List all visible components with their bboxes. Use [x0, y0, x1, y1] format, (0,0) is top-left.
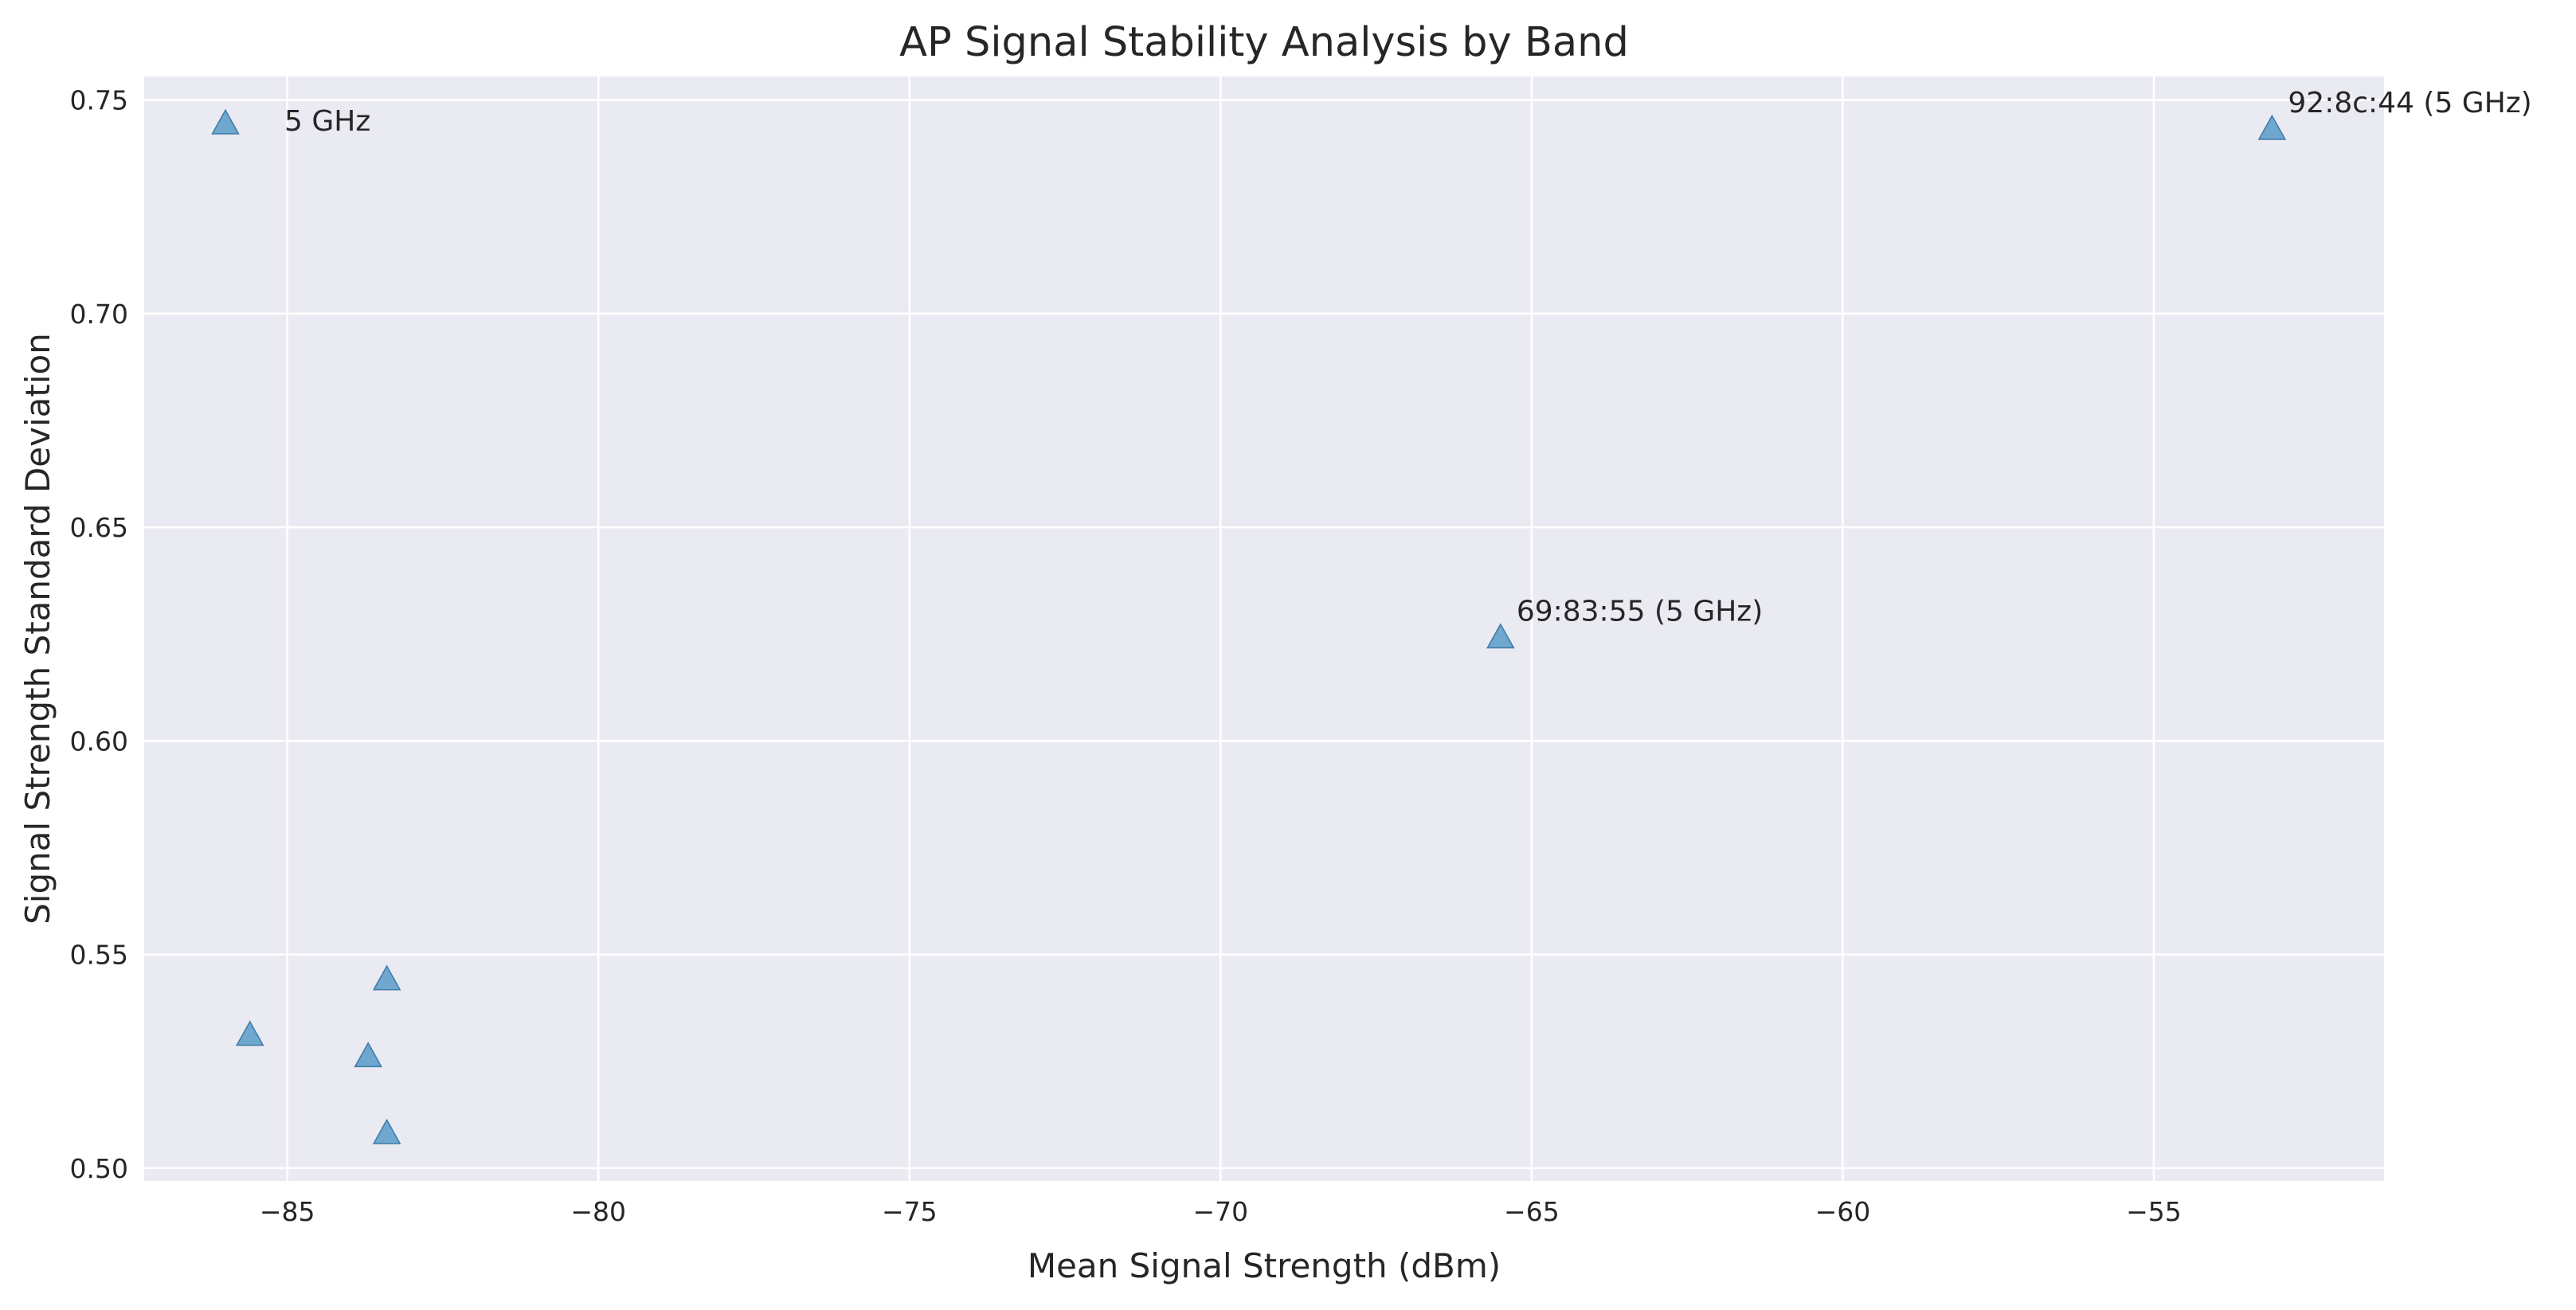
- y-axis-label: Signal Strength Standard Deviation: [18, 333, 57, 925]
- y-tick-label: 0.60: [70, 725, 128, 757]
- data-points: [236, 114, 2287, 1144]
- point-annotation: 92:8c:44 (5 GHz): [2288, 87, 2531, 119]
- legend-marker-icon: [211, 108, 240, 135]
- x-axis-label: Mean Signal Strength (dBm): [1028, 1246, 1501, 1285]
- y-tick-label: 0.70: [70, 299, 128, 330]
- x-tick-label: −65: [1504, 1196, 1560, 1227]
- data-point-marker: [372, 1118, 401, 1144]
- x-tick-label: −60: [1815, 1196, 1871, 1227]
- data-point-marker: [2257, 114, 2287, 140]
- annotations: 69:83:55 (5 GHz) 92:8c:44 (5 GHz): [1517, 87, 2532, 628]
- x-tick-label: −85: [260, 1196, 315, 1227]
- x-axis-ticks: −85 −80 −75 −70 −65 −60 −55: [260, 1196, 2182, 1227]
- legend-label: 5 GHz: [284, 105, 370, 138]
- x-tick-label: −75: [882, 1196, 938, 1227]
- grid-lines: [144, 76, 2384, 1181]
- legend: 5 GHz: [211, 105, 370, 138]
- data-point-marker: [1486, 623, 1515, 649]
- data-point-marker: [354, 1042, 382, 1068]
- plot-area: [144, 76, 2384, 1181]
- x-tick-label: −70: [1192, 1196, 1248, 1227]
- y-tick-label: 0.50: [70, 1153, 128, 1184]
- data-point-marker: [372, 964, 401, 991]
- data-point-marker: [236, 1020, 264, 1046]
- y-tick-label: 0.75: [70, 85, 128, 116]
- y-tick-label: 0.55: [70, 940, 128, 971]
- y-axis-ticks: 0.50 0.55 0.60 0.65 0.70 0.75: [70, 85, 128, 1184]
- point-annotation: 69:83:55 (5 GHz): [1517, 596, 1763, 628]
- chart-title: AP Signal Stability Analysis by Band: [899, 19, 1629, 66]
- x-tick-label: −80: [570, 1196, 626, 1227]
- y-tick-label: 0.65: [70, 512, 128, 543]
- x-tick-label: −55: [2126, 1196, 2182, 1227]
